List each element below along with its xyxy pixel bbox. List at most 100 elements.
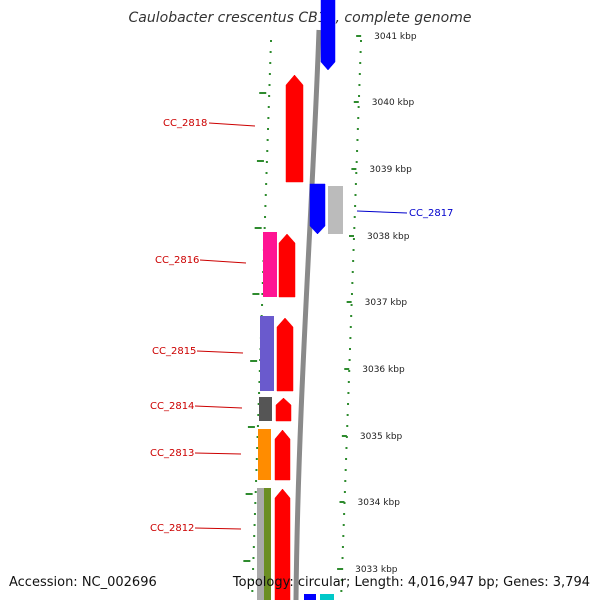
reverse-gene-arrow (320, 0, 336, 71)
inner-dotted-guide (258, 381, 261, 383)
outer-dotted-guide (358, 95, 361, 97)
cog-feature-block (260, 316, 274, 391)
inner-tick-mark (247, 426, 255, 428)
outer-dotted-guide (340, 590, 343, 592)
outer-dotted-guide (359, 62, 362, 64)
outer-dotted-guide (348, 370, 351, 372)
outer-dotted-guide (349, 326, 352, 328)
gene-label-cc-2813: CC_2813 (150, 448, 194, 459)
outer-dotted-guide (347, 381, 350, 383)
tick-label: 3039 kbp (369, 165, 412, 175)
outer-dotted-guide (347, 392, 350, 394)
outer-dotted-guide (348, 359, 351, 361)
tick-label: 3041 kbp (374, 32, 417, 42)
inner-dotted-guide (266, 139, 269, 141)
outer-dotted-guide (341, 557, 344, 559)
gene-leader-line (194, 405, 243, 409)
inner-tick-mark (250, 360, 258, 362)
cog-feature-block (263, 232, 277, 297)
inner-dotted-guide (269, 51, 272, 53)
reverse-gene-arrow (309, 183, 326, 235)
inner-tick-mark (256, 160, 264, 162)
forward-gene-arrow (278, 233, 296, 298)
forward-gene-arrow (274, 488, 291, 600)
gene-leader-line (194, 527, 242, 530)
outer-dotted-guide (352, 260, 355, 262)
tick-label: 3038 kbp (367, 232, 410, 242)
accession-text: Accession: NC_002696 (9, 575, 157, 590)
outer-dotted-guide (358, 84, 361, 86)
outer-dotted-guide (352, 238, 355, 240)
outer-dotted-guide (356, 139, 359, 141)
outer-dotted-guide (347, 403, 350, 405)
tick-label: 3036 kbp (362, 365, 405, 375)
outer-dotted-guide (357, 117, 360, 119)
backbone-line (293, 29, 322, 600)
tick-mark (356, 35, 362, 37)
reverse-gene-arrow (304, 594, 316, 600)
inner-dotted-guide (266, 150, 269, 152)
inner-dotted-guide (255, 458, 258, 460)
tick-mark (339, 501, 345, 503)
gene-leader-line (199, 259, 247, 264)
outer-dotted-guide (349, 337, 352, 339)
tick-mark (349, 235, 354, 237)
outer-dotted-guide (343, 491, 346, 493)
outer-dotted-guide (355, 161, 358, 163)
inner-dotted-guide (270, 40, 272, 42)
inner-dotted-guide (268, 73, 271, 75)
gene-label-cc-2816: CC_2816 (155, 255, 199, 266)
inner-dotted-guide (261, 304, 264, 306)
inner-tick-mark (254, 227, 262, 229)
gene-leader-line (356, 210, 408, 214)
inner-dotted-guide (255, 469, 258, 471)
inner-dotted-guide (264, 205, 267, 207)
tick-mark (337, 568, 343, 570)
outer-dotted-guide (349, 348, 351, 350)
inner-tick-mark (259, 92, 267, 94)
inner-dotted-guide (255, 480, 258, 482)
inner-dotted-guide (268, 84, 271, 86)
inner-tick-mark (252, 293, 260, 295)
inner-dotted-guide (258, 392, 261, 394)
outer-dotted-guide (354, 183, 357, 185)
inner-dotted-guide (253, 513, 256, 515)
outer-dotted-guide (340, 579, 343, 581)
outer-dotted-guide (355, 172, 358, 174)
inner-dotted-guide (252, 557, 255, 559)
cog-feature-block (328, 186, 343, 234)
map-title: Caulobacter crescentus CB15, complete ge… (128, 10, 472, 26)
inner-dotted-guide (261, 293, 264, 295)
outer-dotted-guide (353, 216, 356, 218)
tick-label: 3035 kbp (360, 432, 403, 442)
tick-label: 3033 kbp (355, 565, 398, 575)
tick-mark (344, 368, 350, 370)
tick-mark (341, 435, 347, 437)
inner-dotted-guide (263, 227, 266, 229)
inner-dotted-guide (254, 491, 257, 493)
inner-dotted-guide (251, 590, 254, 592)
inner-dotted-guide (261, 282, 264, 284)
forward-gene-arrow (285, 74, 304, 183)
inner-dotted-guide (265, 161, 268, 163)
gene-leader-line (196, 350, 244, 354)
gene-label-cc-2815: CC_2815 (152, 346, 196, 357)
tick-mark (346, 301, 352, 303)
genome-summary-text: Topology: circular; Length: 4,016,947 bp… (232, 575, 590, 590)
inner-tick-mark (243, 560, 251, 562)
outer-dotted-guide (360, 40, 362, 42)
outer-dotted-guide (350, 293, 353, 295)
inner-tick-mark (245, 493, 253, 495)
outer-dotted-guide (356, 150, 359, 152)
outer-dotted-guide (341, 546, 344, 548)
outer-dotted-guide (342, 535, 345, 537)
gene-label-cc-2817: CC_2817 (409, 208, 453, 219)
inner-dotted-guide (254, 502, 257, 504)
cog-feature-block (264, 488, 271, 600)
inner-dotted-guide (267, 128, 270, 130)
outer-dotted-guide (354, 205, 357, 207)
gene-label-cc-2818: CC_2818 (163, 118, 207, 129)
outer-dotted-guide (346, 414, 349, 416)
